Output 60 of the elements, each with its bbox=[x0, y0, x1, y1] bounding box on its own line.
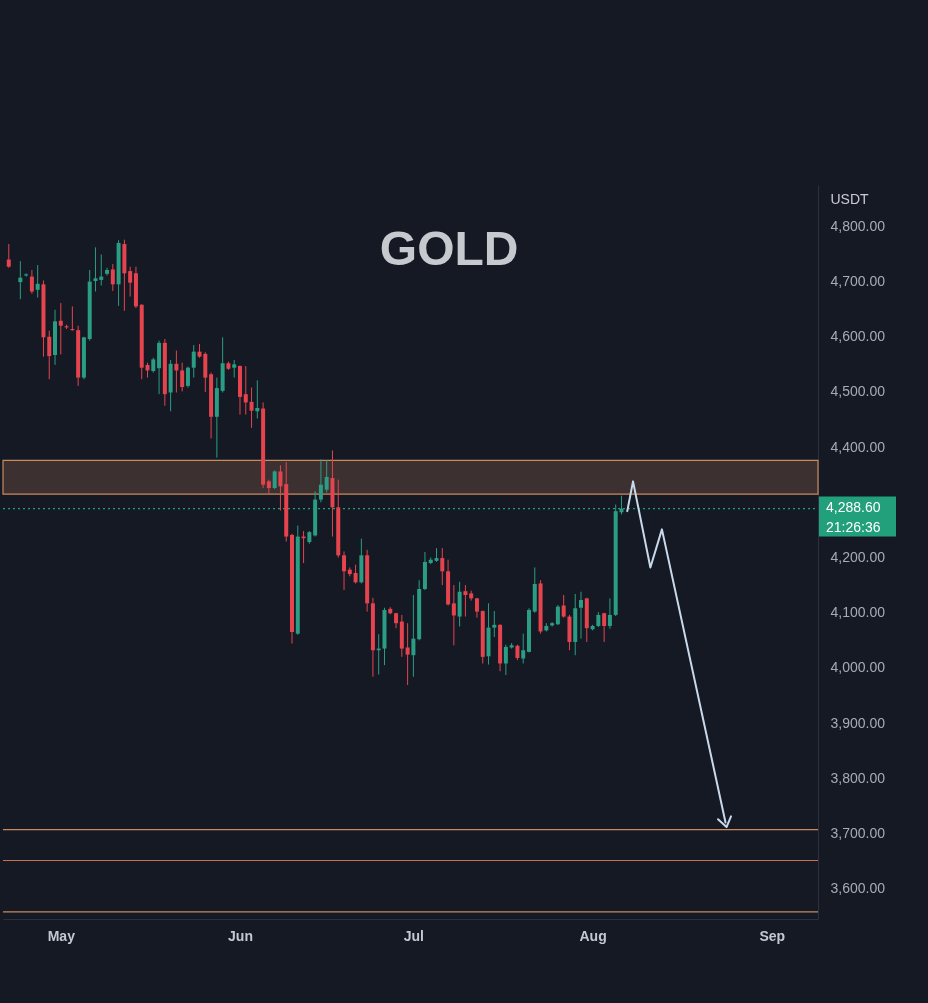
candlestick bbox=[110, 263, 115, 292]
x-tick-label: May bbox=[47, 927, 76, 944]
candlestick bbox=[353, 564, 358, 584]
candlestick bbox=[191, 344, 196, 379]
y-tick-label: 4,200.00 bbox=[830, 549, 886, 566]
y-tick-label: 3,800.00 bbox=[830, 769, 886, 786]
candlestick bbox=[324, 459, 329, 493]
candlestick bbox=[440, 547, 445, 586]
candlestick bbox=[243, 365, 248, 416]
text: GOLD bbox=[379, 222, 519, 275]
y-tick-label: 3,600.00 bbox=[830, 880, 886, 897]
candlestick bbox=[99, 254, 104, 286]
y-tick-label: 4,800.00 bbox=[830, 217, 886, 234]
y-tick-label: 4,500.00 bbox=[830, 383, 886, 400]
candlestick bbox=[521, 633, 526, 664]
candlestick bbox=[6, 243, 11, 269]
candlestick bbox=[411, 594, 416, 678]
x-tick-label: Jun bbox=[228, 927, 253, 944]
candlestick bbox=[555, 604, 560, 626]
candlestick bbox=[105, 267, 110, 277]
candlestick bbox=[405, 622, 410, 686]
x-tick-label: Sep bbox=[759, 927, 786, 944]
candlestick bbox=[342, 550, 347, 591]
candlestick bbox=[174, 350, 179, 394]
candlestick bbox=[602, 612, 607, 643]
candlestick bbox=[58, 302, 63, 355]
candlestick bbox=[185, 366, 190, 389]
candlestick bbox=[579, 591, 584, 640]
candlestick bbox=[24, 272, 29, 278]
candlestick bbox=[272, 469, 277, 490]
y-tick-label: 4,700.00 bbox=[830, 273, 886, 290]
candlestick bbox=[503, 644, 508, 676]
x-tick-label: Jul bbox=[403, 927, 425, 944]
candlestick bbox=[607, 597, 612, 630]
y-tick-label: 3,900.00 bbox=[830, 714, 886, 731]
y-axis-title: USDT bbox=[830, 190, 870, 207]
candlestick bbox=[255, 379, 260, 419]
candlestick bbox=[451, 584, 456, 646]
candlestick bbox=[35, 264, 40, 299]
candlestick bbox=[318, 458, 323, 503]
y-tick-label: 4,400.00 bbox=[830, 438, 886, 455]
y-tick-label: 4,100.00 bbox=[830, 604, 886, 621]
candlestick bbox=[47, 330, 52, 380]
candlestick bbox=[70, 305, 75, 332]
candlestick bbox=[561, 594, 566, 619]
candlestick bbox=[463, 584, 468, 618]
candlestick bbox=[249, 387, 254, 429]
candlestick bbox=[180, 362, 185, 392]
candlestick bbox=[278, 464, 283, 512]
y-tick-label: 4,000.00 bbox=[830, 659, 886, 676]
candlestick bbox=[128, 266, 133, 297]
ref-line-label: 4,288.60 bbox=[826, 498, 881, 515]
x-tick-label: Aug bbox=[579, 927, 607, 944]
candlestick bbox=[492, 610, 497, 638]
candlestick bbox=[93, 246, 98, 293]
text: 21:26:36 bbox=[826, 518, 881, 535]
candlestick bbox=[266, 479, 271, 496]
candlestick bbox=[29, 269, 34, 295]
y-tick-label: 3,700.00 bbox=[830, 824, 886, 841]
y-tick-label: 4,600.00 bbox=[830, 328, 886, 345]
